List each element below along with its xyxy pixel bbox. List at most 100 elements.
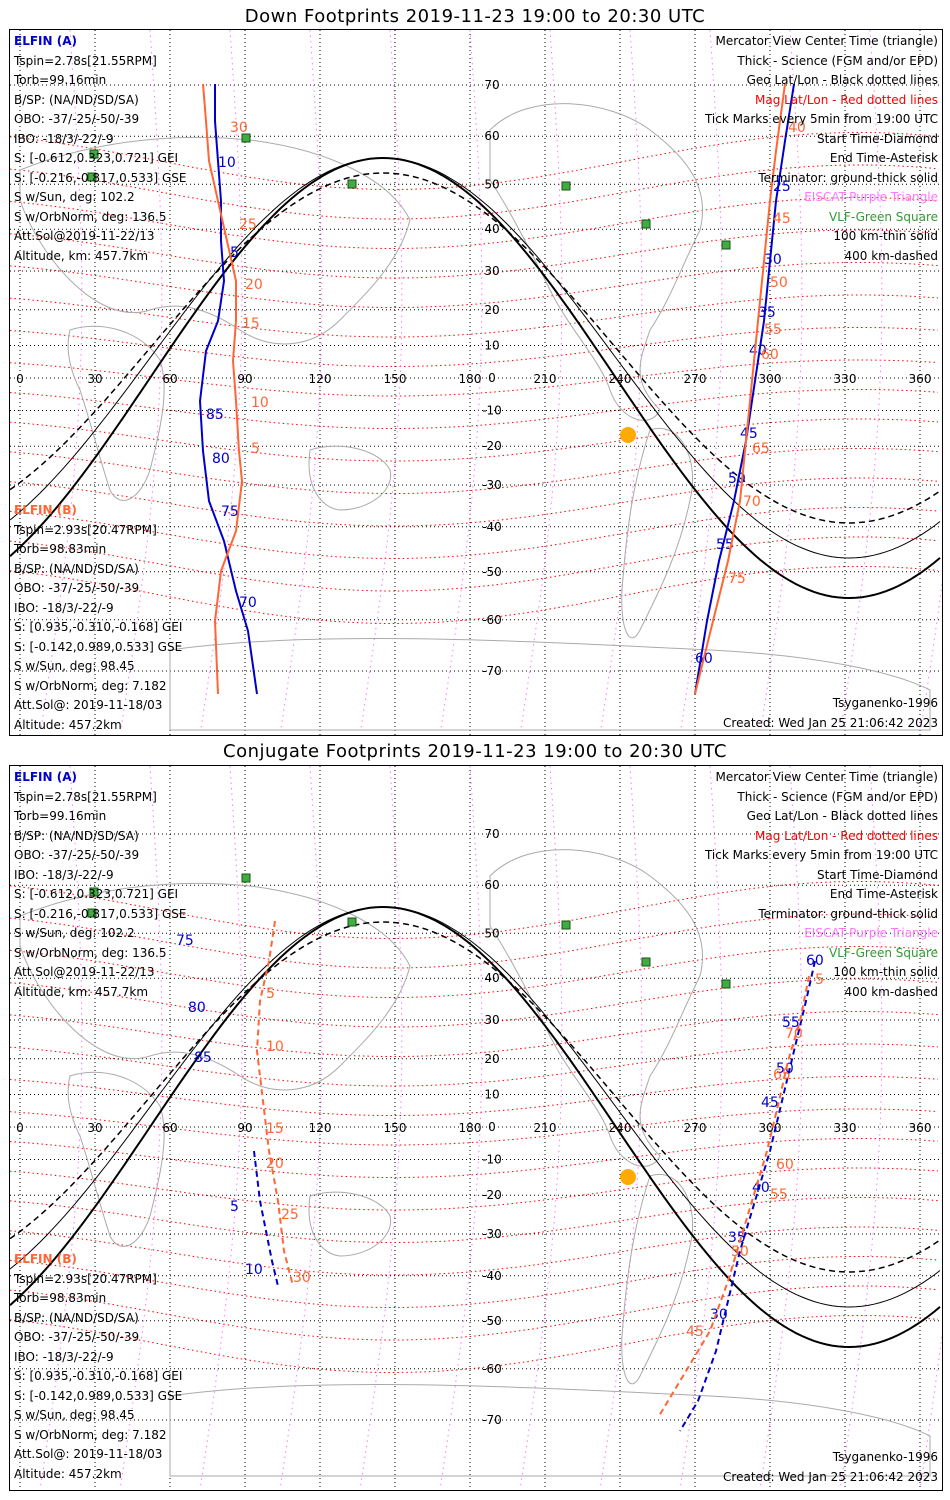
track-tick-label: 65: [773, 1067, 791, 1083]
vlf-station-square: [561, 920, 571, 930]
elfin-b-line: Att.Sol@: 2019-11-18/03: [14, 698, 163, 712]
latitude-tick-label: 50: [484, 177, 499, 191]
vlf-station-square: [89, 149, 99, 159]
latitude-tick-label: -30: [482, 478, 502, 492]
mag-latitude-line: [10, 229, 939, 279]
legend-item: Terminator: ground-thick solid: [758, 170, 938, 185]
mag-latitude-line: [10, 978, 939, 1028]
elfin-a-line: B/SP: (NA/ND/SD/SA): [14, 92, 139, 107]
track-tick-label: 30: [293, 1270, 311, 1286]
elfin-b-line: S w/Sun, deg: 98.45: [14, 659, 135, 673]
legend-item: End Time-Asterisk: [829, 151, 938, 165]
track-tick-label: 60: [806, 953, 824, 969]
track-tick-label: 55: [716, 537, 734, 553]
elfin-b-info: ELFIN (B) Tspin=2.93s[20.47RPM] Torb=98.…: [14, 1250, 182, 1484]
latitude-tick-label: -20: [482, 439, 502, 453]
vlf-station-square: [241, 133, 251, 143]
mag-longitude-line: [440, 30, 483, 731]
longitude-tick-label: 240: [609, 372, 632, 386]
longitude-tick-label: 270: [684, 1121, 707, 1135]
latitude-tick-label: -20: [482, 1188, 502, 1202]
latitude-tick-label: -10: [482, 1153, 502, 1167]
elfin-a-line: S w/OrbNorm, deg: 136.5: [14, 945, 167, 960]
latitude-tick-label: -40: [482, 1269, 502, 1283]
elfin-a-line: S: [-0.612,0.323,0.721] GEI: [14, 151, 179, 165]
vlf-station-square: [641, 957, 651, 967]
continent-outline: [621, 1173, 694, 1385]
elfin-a-line: Tspin=2.78s[21.55RPM]: [14, 789, 157, 804]
legend-item: VLF-Green Square: [829, 945, 938, 960]
elfin-a-line: S: [-0.216,-0.817,0.533] GSE: [14, 906, 187, 921]
longitude-tick-label: 90: [237, 1121, 252, 1135]
track-tick-label: 60: [761, 347, 779, 363]
longitude-tick-label: 150: [384, 372, 407, 386]
track-tick-label: 80: [212, 451, 230, 467]
mag-longitude-line: [200, 30, 243, 731]
latitude-tick-label: 60: [484, 129, 499, 143]
legend-item: Geo Lat/Lon - Black dotted lines: [746, 809, 938, 823]
mag-latitude-line: [10, 1197, 939, 1243]
terminator-ground: [10, 156, 941, 600]
legend-item: EISCAT-Purple Triangle: [804, 926, 938, 940]
legend-item: Tick Marks every 5min from 19:00 UTC: [704, 112, 938, 126]
track-tick-label: 5: [266, 986, 275, 1002]
track-tick-label: 70: [743, 494, 761, 510]
elfin-b-line: B/SP: (NA/ND/SD/SA): [14, 1310, 139, 1325]
legend-item: EISCAT-Purple Triangle: [804, 190, 938, 204]
continent-outline: [308, 1191, 392, 1257]
track-tick-label: 55: [782, 1015, 800, 1031]
elfin-a-line: S w/OrbNorm, deg: 136.5: [14, 209, 167, 224]
elfin-a-line: Altitude, km: 457.7km: [14, 984, 149, 999]
legend-item: Mag Lat/Lon - Red dotted lines: [754, 828, 938, 843]
latitude-tick-label: -60: [482, 1362, 502, 1376]
panel-title-down: Down Footprints 2019-11-23 19:00 to 20:3…: [244, 6, 706, 27]
latitude-tick-label: 0: [488, 371, 496, 385]
elfin-b-line: S: [-0.142,0.989,0.533] GSE: [14, 1388, 183, 1403]
elfin-b-line: S: [0.935,-0.310,-0.168] GEI: [14, 1369, 183, 1383]
mag-longitude-line: [840, 30, 883, 731]
latitude-tick-label: 30: [484, 1013, 499, 1027]
elfin-a-line: Tspin=2.78s[21.55RPM]: [14, 53, 157, 68]
legend-item: Mercator View Center Time (triangle): [715, 34, 938, 48]
legend-item: Start Time-Diamond: [816, 867, 938, 882]
elfin-a-line: OBO: -37/-25/-50/-39: [14, 848, 140, 862]
legend-item: Geo Lat/Lon - Black dotted lines: [746, 73, 938, 87]
elfin-b-line: IBO: -18/3/-22/-9: [14, 1349, 114, 1364]
longitude-tick-label: 180: [459, 1121, 482, 1135]
elfin-b-line: OBO: -37/-25/-50/-39: [14, 1330, 140, 1344]
created-label: Created: Wed Jan 25 21:06:42 2023: [723, 716, 938, 730]
mag-latitude-line: [10, 566, 939, 624]
elfin-b-line: B/SP: (NA/ND/SD/SA): [14, 561, 139, 576]
elfin-b-track: [255, 920, 294, 1287]
continent-outline: [308, 445, 392, 511]
vlf-station-square: [561, 181, 571, 191]
mag-latitude-line: [10, 1315, 939, 1373]
terminator-400km: [10, 172, 941, 524]
elfin-a-line: S: [-0.612,0.323,0.721] GEI: [14, 887, 179, 901]
mag-latitude-line: [10, 1043, 939, 1087]
vlf-station-square: [89, 887, 99, 897]
longitude-tick-label: 0: [16, 1121, 24, 1135]
continent-outline: [169, 637, 931, 731]
created-label: Created: Wed Jan 25 21:06:42 2023: [723, 1470, 938, 1484]
vlf-station-square: [641, 219, 651, 229]
longitude-tick-label: 210: [534, 372, 557, 386]
track-tick-label: 45: [773, 211, 791, 227]
latitude-tick-label: 30: [484, 264, 499, 278]
track-tick-label: 25: [281, 1207, 299, 1223]
mag-longitude-line: [120, 30, 163, 731]
mercator-map-conjugate: 0 30 60 90 120 150 180 210 240 270 300 330 360706050…: [10, 766, 942, 1490]
legend-item: 400 km-dashed: [844, 248, 938, 263]
subsolar-point: [620, 427, 636, 443]
elfin-b-header: ELFIN (B): [14, 1252, 77, 1266]
latitude-tick-label: 60: [484, 878, 499, 892]
elfin-a-line: Torb=99.16min: [14, 73, 107, 87]
legend-item: 100 km-thin solid: [833, 229, 938, 243]
latitude-tick-label: 10: [484, 338, 499, 352]
legend-item: Thick - Science (FGM and/or EPD): [737, 789, 938, 804]
elfin-b-line: IBO: -18/3/-22/-9: [14, 600, 114, 615]
elfin-a-info: ELFIN (A) Tspin=2.78s[21.55RPM] Torb=99.…: [14, 32, 187, 266]
mag-longitude-line: [200, 766, 243, 1487]
mag-latitude-line: [10, 1138, 939, 1178]
longitude-tick-label: 330: [834, 372, 857, 386]
